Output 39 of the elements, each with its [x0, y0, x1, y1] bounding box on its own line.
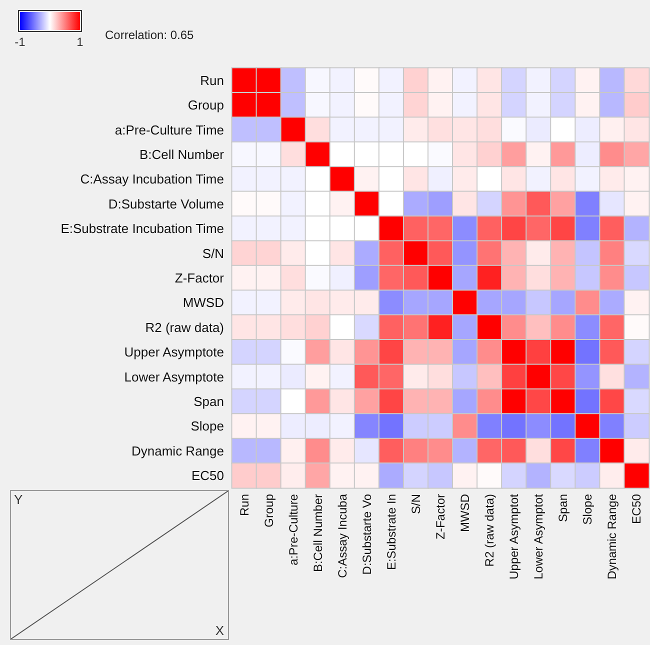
x-tick-label: Run [237, 494, 252, 516]
x-tick-label: Span [556, 494, 570, 522]
x-tick-label: Upper Asymptot [507, 493, 522, 580]
color-bar-label: 1 [76, 35, 84, 49]
x-tick-label: S/N [408, 494, 423, 514]
x-tick-label: Group [262, 494, 276, 528]
x-tick-label: Z-Factor [434, 494, 448, 540]
x-tick-label: E:Substrate In [384, 494, 398, 570]
text: X [215, 623, 224, 638]
y-tick-label: a:Pre-Culture Time [114, 122, 224, 138]
x-tick-label: D:Substarte Vo [360, 494, 374, 575]
x-tick-label: EC50 [630, 494, 644, 524]
y-tick-label: Dynamic Range [132, 443, 224, 458]
y-tick-label: Lower Asymptote [124, 369, 224, 384]
y-tick-label: Group [188, 98, 224, 113]
x-tick-label: R2 (raw data) [482, 494, 497, 567]
y-tick-label: Span [194, 394, 224, 410]
y-tick-label: E:Substrate Incubation Time [60, 221, 224, 236]
y-tick-label: C:Assay Incubation Time [80, 172, 224, 187]
y-tick-label: Slope [190, 418, 224, 434]
y-tick-label: D:Substarte Volume [108, 196, 224, 212]
x-tick-label: C:Assay Incuba [335, 494, 350, 578]
text: Y [14, 492, 23, 507]
y-tick-label: MWSD [182, 295, 224, 310]
y-tick-label: EC50 [191, 468, 224, 484]
x-tick-label: B:Cell Number [310, 494, 325, 572]
x-tick-label: Lower Asymptot [532, 493, 546, 580]
x-tick-label: Dynamic Range [605, 494, 620, 580]
y-tick-label: S/N [202, 246, 224, 261]
y-tick-label: Run [200, 72, 224, 88]
text: Correlation: 0.65 [105, 28, 194, 42]
x-tick-label: MWSD [458, 494, 472, 532]
y-tick-label: Z-Factor [174, 270, 225, 286]
y-tick-label: R2 (raw data) [145, 320, 224, 335]
y-tick-label: B:Cell Number [139, 146, 225, 162]
x-tick-label: a:Pre-Culture [286, 494, 300, 566]
x-tick-label: Slope [580, 494, 595, 525]
color-bar-label: -1 [14, 35, 26, 49]
y-tick-label: Upper Asymptote [124, 344, 224, 360]
